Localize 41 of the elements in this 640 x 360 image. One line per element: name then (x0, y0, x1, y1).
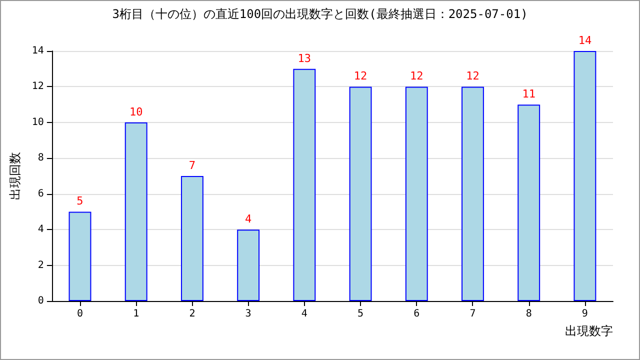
x-tick-label: 5 (358, 308, 364, 320)
x-tick-label: 7 (470, 308, 476, 320)
y-tick-label: 2 (38, 260, 44, 271)
y-axis-title: 出現回数 (8, 152, 22, 200)
y-tick-label: 10 (32, 116, 44, 128)
bar (180, 176, 204, 301)
data-label: 12 (354, 70, 368, 83)
bar (462, 86, 484, 301)
y-tick-label: 6 (38, 188, 44, 200)
x-tick-label: 2 (189, 308, 196, 320)
bar (124, 122, 148, 301)
bar (574, 51, 596, 301)
bar (237, 230, 260, 301)
data-label: 7 (188, 159, 196, 172)
x-tick-label: 1 (133, 308, 140, 320)
x-tick-label: 6 (414, 308, 420, 320)
bar (349, 86, 372, 301)
chart-title: 3桁目（十の位）の直近100回の出現数字と回数(最終抽選日：2025-07-01) (112, 7, 528, 21)
data-label: 10 (129, 105, 143, 118)
data-label: 5 (76, 194, 84, 208)
bar (518, 104, 540, 301)
x-tick-label: 0 (76, 308, 84, 320)
bar (68, 212, 92, 301)
bar (293, 68, 316, 301)
data-label: 13 (298, 52, 312, 65)
x-tick-label: 8 (526, 308, 532, 320)
x-tick-label: 4 (301, 308, 308, 320)
x-tick-label: 3 (245, 308, 252, 320)
data-label: 4 (245, 212, 252, 226)
x-tick-label: 9 (582, 308, 588, 320)
y-tick-label: 12 (32, 81, 44, 92)
y-tick-label: 4 (38, 224, 44, 236)
bar (405, 86, 428, 301)
data-label: 14 (578, 34, 592, 47)
data-label: 12 (466, 70, 480, 83)
data-label: 12 (410, 70, 424, 83)
x-axis-title: 出現数字 (565, 324, 613, 338)
y-tick-label: 8 (38, 152, 44, 164)
y-tick-label: 0 (38, 296, 44, 306)
data-label: 11 (522, 88, 536, 101)
y-tick-label: 14 (32, 46, 44, 56)
